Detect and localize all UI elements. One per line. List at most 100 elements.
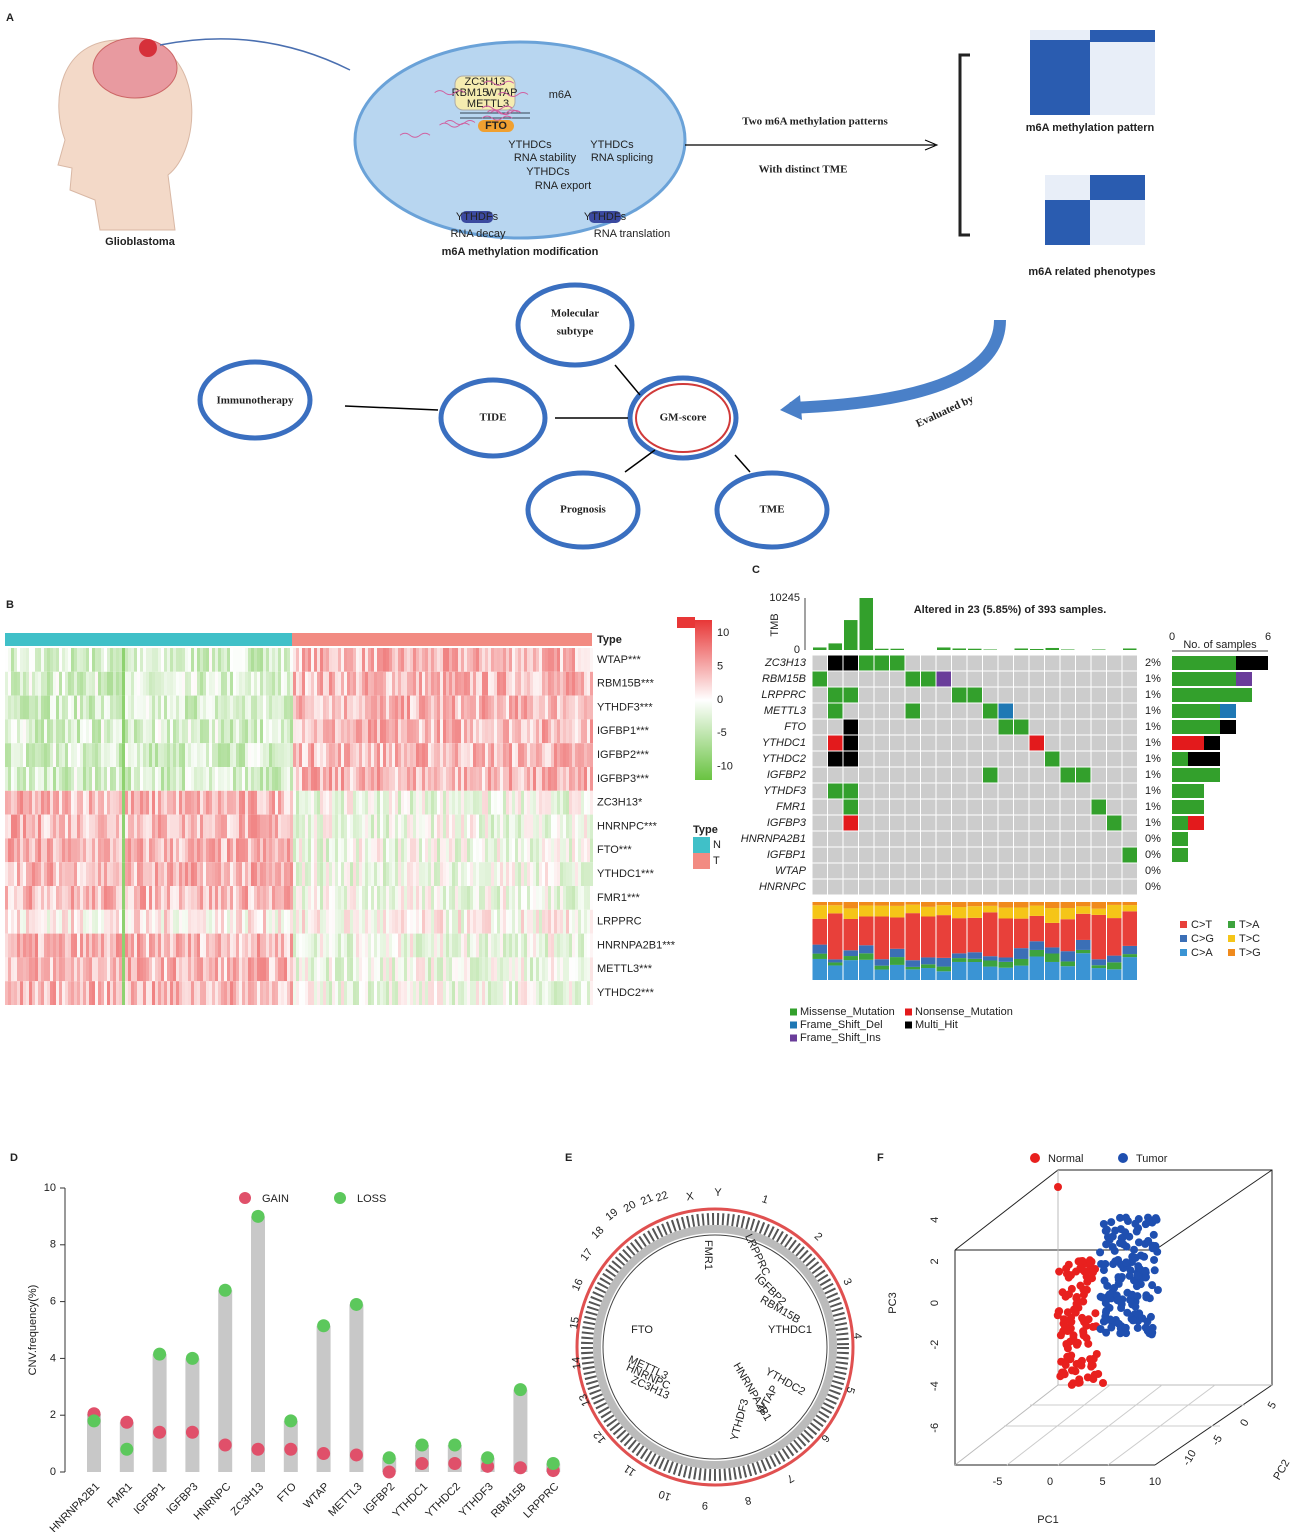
heatmap-cell bbox=[11, 719, 14, 744]
heatmap-cell bbox=[212, 790, 215, 815]
heatmap-cell bbox=[179, 790, 182, 815]
heatmap-cell bbox=[83, 695, 86, 720]
heatmap-cell bbox=[137, 648, 140, 672]
empty-cell bbox=[921, 831, 936, 847]
heatmap-cell bbox=[545, 790, 548, 815]
heatmap-cell bbox=[380, 886, 383, 910]
heatmap-cell bbox=[491, 719, 494, 744]
heatmap-cell bbox=[482, 671, 485, 696]
legend-swatch bbox=[1180, 935, 1187, 942]
heatmap-cell bbox=[68, 886, 71, 910]
heatmap-cell bbox=[467, 862, 470, 886]
legend-label: Tumor bbox=[1136, 1153, 1168, 1165]
heatmap-cell bbox=[125, 909, 128, 934]
gene-label: FTO bbox=[784, 721, 806, 733]
empty-cell bbox=[1029, 815, 1044, 831]
empty-cell bbox=[1045, 767, 1060, 783]
heatmap-cell bbox=[245, 909, 248, 934]
heatmap-cell bbox=[488, 862, 491, 886]
heatmap-cell bbox=[422, 648, 425, 672]
legend-label: Frame_Shift_Del bbox=[800, 1019, 883, 1031]
heatmap-cell bbox=[158, 671, 161, 696]
heatmap-cell bbox=[299, 648, 302, 672]
heatmap-cell bbox=[233, 767, 236, 791]
heatmap-cell bbox=[32, 671, 35, 696]
heatmap-cell bbox=[470, 886, 473, 910]
heatmap-cell bbox=[257, 695, 260, 720]
empty-cell bbox=[1107, 735, 1122, 751]
heatmap-cell bbox=[23, 909, 26, 934]
empty-cell bbox=[1014, 735, 1029, 751]
sample-bar bbox=[1172, 672, 1236, 686]
titv-bar bbox=[1029, 915, 1044, 942]
empty-cell bbox=[1107, 847, 1122, 863]
heatmap-cell bbox=[566, 909, 569, 934]
heatmap-cell bbox=[182, 981, 185, 1005]
heatmap-cell bbox=[389, 814, 392, 839]
heatmap-cell bbox=[29, 981, 32, 1005]
heatmap-cell bbox=[458, 838, 461, 863]
heatmap-cell bbox=[14, 743, 17, 767]
x-tick-label: METTL3 bbox=[326, 1481, 364, 1519]
heatmap-cell bbox=[218, 909, 221, 934]
heatmap-cell bbox=[566, 743, 569, 767]
heatmap-cell bbox=[476, 648, 479, 672]
heatmap-cell bbox=[509, 981, 512, 1005]
heatmap-cell bbox=[257, 838, 260, 863]
heatmap-cell bbox=[332, 790, 335, 815]
ring bbox=[581, 1213, 849, 1481]
heatmap-cell bbox=[446, 695, 449, 720]
tmb-bar bbox=[1092, 649, 1106, 650]
heatmap-cell bbox=[482, 767, 485, 791]
heatmap-cell bbox=[11, 957, 14, 982]
heatmap-cell bbox=[527, 909, 530, 934]
heatmap-cell bbox=[242, 981, 245, 1005]
heatmap-cell bbox=[218, 719, 221, 744]
heatmap-cell bbox=[452, 981, 455, 1005]
heatmap-cell bbox=[50, 862, 53, 886]
heatmap-cell bbox=[437, 790, 440, 815]
heatmap-cell bbox=[395, 838, 398, 863]
heatmap-cell bbox=[167, 909, 170, 934]
heatmap-cell bbox=[266, 862, 269, 886]
heatmap-cell bbox=[560, 767, 563, 791]
legend-swatch bbox=[790, 1021, 797, 1029]
heatmap-cell bbox=[269, 957, 272, 982]
heatmap-cell bbox=[260, 909, 263, 934]
heatmap-cell bbox=[461, 862, 464, 886]
heatmap-cell bbox=[80, 957, 83, 982]
heatmap-cell bbox=[230, 909, 233, 934]
heatmap-cell bbox=[185, 695, 188, 720]
heatmap-cell bbox=[251, 909, 254, 934]
heatmap-cell bbox=[428, 981, 431, 1005]
heatmap-cell bbox=[422, 957, 425, 982]
heatmap-cell bbox=[14, 814, 17, 839]
titv-bar bbox=[843, 908, 858, 919]
heatmap-cell bbox=[377, 814, 380, 839]
heatmap-cell bbox=[20, 814, 23, 839]
heatmap-cell bbox=[203, 790, 206, 815]
heatmap-cell bbox=[5, 743, 8, 767]
heatmap-cell bbox=[542, 814, 545, 839]
heatmap-cell bbox=[239, 671, 242, 696]
heatmap-cell bbox=[50, 981, 53, 1005]
heatmap-cell bbox=[11, 909, 14, 934]
heatmap-cell bbox=[548, 719, 551, 744]
heatmap-cell bbox=[557, 933, 560, 958]
heatmap-cell bbox=[125, 767, 128, 791]
heatmap-cell bbox=[446, 862, 449, 886]
heatmap-cell bbox=[320, 862, 323, 886]
heatmap-cell bbox=[359, 767, 362, 791]
heatmap-cell bbox=[440, 767, 443, 791]
heatmap-cell bbox=[194, 909, 197, 934]
heatmap-cell bbox=[233, 743, 236, 767]
heatmap-cell bbox=[413, 814, 416, 839]
heatmap-cell bbox=[161, 957, 164, 982]
heatmap-cell bbox=[581, 743, 584, 767]
empty-cell bbox=[859, 687, 874, 703]
heatmap-cell bbox=[401, 933, 404, 958]
empty-cell bbox=[859, 767, 874, 783]
heatmap-cell bbox=[323, 933, 326, 958]
empty-cell bbox=[952, 735, 967, 751]
heatmap-cell bbox=[434, 909, 437, 934]
